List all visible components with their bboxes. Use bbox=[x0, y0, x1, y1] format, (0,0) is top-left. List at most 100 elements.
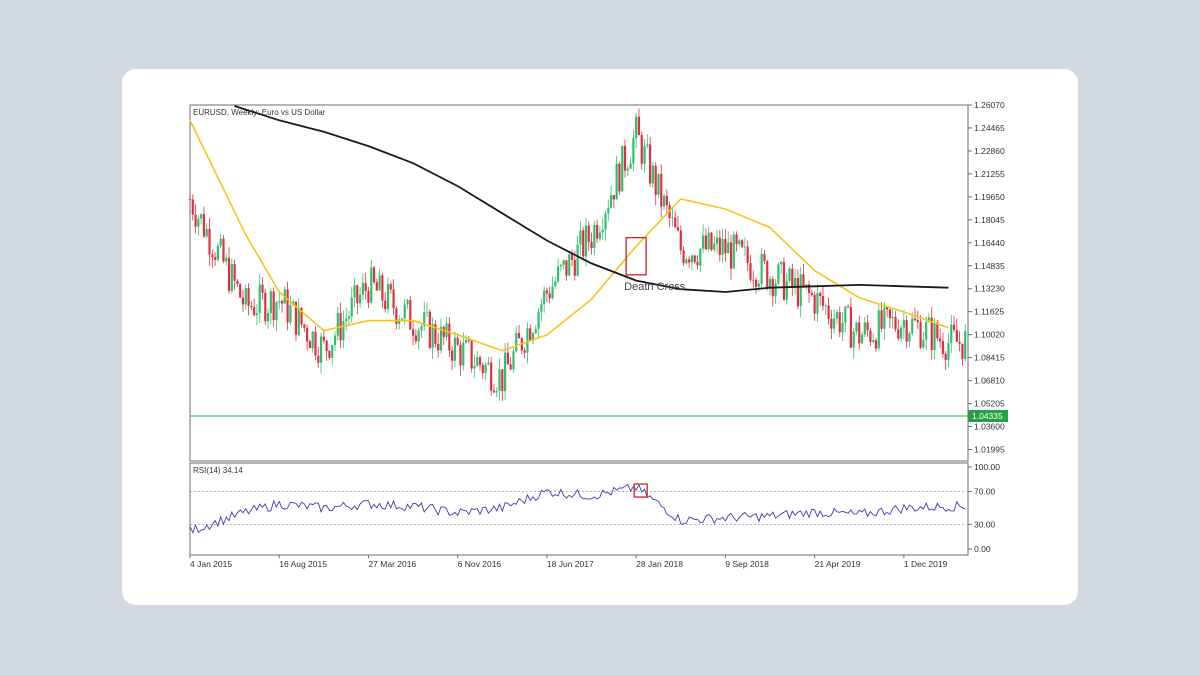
candle-body bbox=[883, 307, 886, 329]
time-tick-label: 6 Nov 2016 bbox=[458, 559, 502, 569]
candle-body bbox=[849, 306, 852, 348]
candle-body bbox=[559, 264, 562, 267]
ma-slow-line bbox=[234, 105, 949, 293]
candle-body bbox=[852, 331, 855, 348]
candle-body bbox=[280, 300, 284, 304]
candle-body bbox=[888, 309, 892, 319]
candle-body bbox=[827, 305, 830, 319]
candle-body bbox=[844, 306, 847, 323]
candle-body bbox=[517, 333, 521, 339]
time-tick-label: 1 Dec 2019 bbox=[904, 559, 948, 569]
candle-body bbox=[727, 242, 730, 254]
candle-body bbox=[409, 300, 412, 330]
candle-body bbox=[584, 225, 588, 257]
candle-body bbox=[255, 313, 259, 316]
candle-body bbox=[623, 145, 627, 171]
candle-body bbox=[643, 145, 646, 164]
candle-body bbox=[188, 199, 192, 200]
candle-body bbox=[838, 312, 841, 333]
candle-body bbox=[621, 145, 624, 192]
candle-body bbox=[515, 333, 518, 352]
candle-body bbox=[936, 322, 939, 339]
candle-body bbox=[715, 237, 719, 244]
candle-body bbox=[609, 195, 613, 208]
candle-body bbox=[788, 268, 791, 281]
time-tick-label: 18 Jun 2017 bbox=[547, 559, 594, 569]
current-price-badge: 1.04335 bbox=[968, 409, 1008, 422]
candle-body bbox=[370, 267, 373, 303]
candle-body bbox=[947, 342, 950, 361]
candle-body bbox=[911, 318, 914, 334]
candle-body bbox=[813, 294, 816, 314]
candle-body bbox=[556, 266, 560, 282]
candle-body bbox=[794, 277, 797, 287]
candle-body bbox=[258, 284, 261, 314]
candle-body bbox=[699, 248, 702, 266]
candle-body bbox=[944, 353, 947, 361]
price-panel-frame bbox=[189, 104, 969, 462]
candle-body bbox=[637, 116, 641, 136]
candle-body bbox=[225, 257, 228, 262]
candle-body bbox=[233, 264, 236, 281]
rsi-title: RSI(14) 34.14 bbox=[193, 466, 243, 475]
chart-card: 1.26070 1.24465 1.22860 1.21255 1.19650 1.180… bbox=[122, 69, 1078, 605]
price-tick-label: 1.18045 bbox=[974, 215, 1005, 225]
candle-body bbox=[526, 328, 529, 353]
candle-body bbox=[523, 350, 526, 353]
candle-body bbox=[707, 232, 710, 250]
candle-body bbox=[632, 138, 635, 164]
candle-body bbox=[841, 322, 844, 333]
candle-body bbox=[372, 267, 376, 283]
candle-body bbox=[378, 275, 381, 291]
candle-body bbox=[596, 224, 599, 239]
candle-body bbox=[386, 284, 390, 309]
candle-body bbox=[768, 278, 772, 289]
candle-body bbox=[872, 340, 875, 342]
candle-body bbox=[213, 257, 217, 260]
candle-body bbox=[367, 291, 370, 303]
candle-body bbox=[269, 291, 272, 313]
candle-body bbox=[375, 282, 378, 291]
candle-body bbox=[537, 311, 540, 329]
candle-body bbox=[665, 195, 668, 206]
candle-body bbox=[437, 343, 440, 351]
candle-body bbox=[866, 322, 869, 331]
candle-body bbox=[241, 297, 245, 305]
candle-body bbox=[389, 284, 392, 290]
candle-body bbox=[629, 163, 632, 169]
candle-body bbox=[891, 317, 894, 319]
price-tick-label: 1.03600 bbox=[974, 422, 1005, 432]
candle-body bbox=[877, 310, 880, 349]
candle-body bbox=[674, 217, 677, 228]
candle-body bbox=[453, 337, 457, 361]
candle-body bbox=[676, 227, 680, 231]
candle-body bbox=[654, 165, 657, 195]
candle-body bbox=[796, 277, 799, 307]
candle-body bbox=[952, 324, 956, 330]
candle-body bbox=[760, 253, 763, 284]
candle-body bbox=[688, 259, 691, 263]
candle-body bbox=[961, 343, 964, 360]
candle-body bbox=[587, 225, 590, 242]
candle-body bbox=[191, 199, 194, 215]
candle-body bbox=[835, 312, 839, 319]
candle-body bbox=[752, 279, 755, 281]
candle-body bbox=[724, 238, 727, 254]
candle-body bbox=[635, 116, 638, 139]
candle-body bbox=[763, 253, 766, 262]
candle-body bbox=[846, 306, 850, 308]
candle-body bbox=[331, 345, 334, 358]
chart-title: EURUSD, Weekly: Euro vs US Dollar bbox=[193, 108, 326, 117]
candle-body bbox=[417, 330, 420, 342]
candle-body bbox=[306, 327, 309, 342]
candle-body bbox=[821, 295, 825, 306]
candle-body bbox=[230, 264, 233, 291]
candle-body bbox=[791, 268, 794, 287]
candle-body bbox=[467, 340, 470, 341]
candle-body bbox=[579, 230, 582, 245]
candle-body bbox=[297, 307, 300, 335]
candle-body bbox=[874, 340, 878, 349]
candle-body bbox=[833, 318, 836, 329]
candle-body bbox=[473, 366, 476, 369]
candle-body bbox=[411, 329, 415, 336]
